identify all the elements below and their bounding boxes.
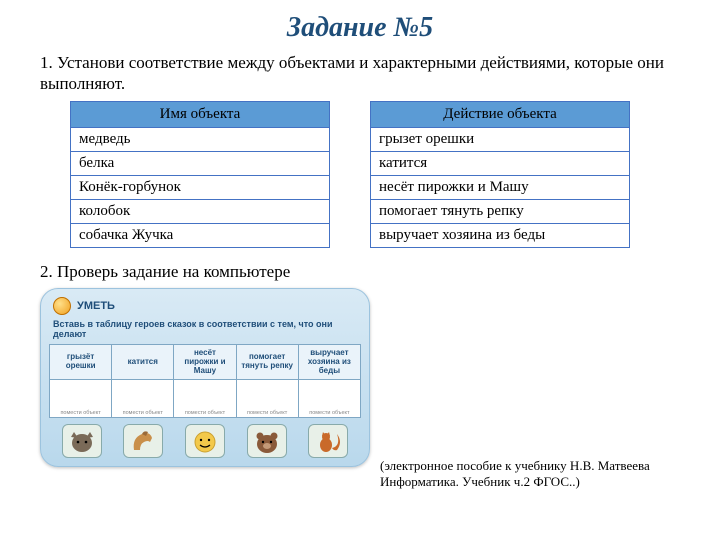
citation-text: (электронное пособие к учебнику Н.В. Мат… (380, 458, 680, 491)
wolf-icon[interactable] (62, 424, 102, 458)
drop-cell[interactable]: помести объект (112, 380, 174, 418)
drop-col-header: несёт пирожки и Машу (174, 345, 236, 380)
drop-col-header: выручает хозяина из беды (298, 345, 360, 380)
horse-icon[interactable] (123, 424, 163, 458)
table-row: несёт пирожки и Машу (371, 175, 630, 199)
sun-icon (53, 297, 71, 315)
widget-subtitle: Вставь в таблицу героев сказок в соответ… (49, 319, 361, 345)
table-row: выручает хозяина из беды (371, 223, 630, 247)
table-row: собачка Жучка (71, 223, 330, 247)
drop-col-header: грызёт орешки (50, 345, 112, 380)
drop-table: грызёт орешки катится несёт пирожки и Ма… (49, 344, 361, 418)
table-row: грызет орешки (371, 127, 630, 151)
squirrel-icon[interactable] (308, 424, 348, 458)
table-row: колобок (71, 199, 330, 223)
draggable-icons-row (49, 418, 361, 458)
widget-heading: УМЕТЬ (77, 300, 115, 312)
bear-icon[interactable] (247, 424, 287, 458)
actions-table: Действие объекта грызет орешки катится н… (370, 101, 630, 248)
drop-col-header: помогает тянуть репку (236, 345, 298, 380)
objects-table: Имя объекта медведь белка Конёк-горбунок… (70, 101, 330, 248)
drop-cell[interactable]: помести объект (50, 380, 112, 418)
task1-text: 1. Установи соответствие между объектами… (0, 44, 720, 101)
placeholder-label: помести объект (112, 410, 173, 416)
placeholder-label: помести объект (299, 410, 360, 416)
drop-col-header: катится (112, 345, 174, 380)
table-row: катится (371, 151, 630, 175)
table-row: белка (71, 151, 330, 175)
drop-cell[interactable]: помести объект (236, 380, 298, 418)
kolobok-icon[interactable] (185, 424, 225, 458)
drop-cell[interactable]: помести объект (298, 380, 360, 418)
placeholder-label: помести объект (237, 410, 298, 416)
objects-table-header: Имя объекта (71, 101, 330, 127)
widget-title-bar: УМЕТЬ (49, 295, 361, 319)
tables-container: Имя объекта медведь белка Конёк-горбунок… (0, 101, 720, 248)
table-row: медведь (71, 127, 330, 151)
actions-table-header: Действие объекта (371, 101, 630, 127)
placeholder-label: помести объект (50, 410, 111, 416)
task2-text: 2. Проверь задание на компьютере (0, 248, 720, 288)
exercise-widget: УМЕТЬ Вставь в таблицу героев сказок в с… (40, 288, 370, 468)
table-row: помогает тянуть репку (371, 199, 630, 223)
page-title: Задание №5 (0, 0, 720, 44)
placeholder-label: помести объект (174, 410, 235, 416)
table-row: Конёк-горбунок (71, 175, 330, 199)
drop-cell[interactable]: помести объект (174, 380, 236, 418)
